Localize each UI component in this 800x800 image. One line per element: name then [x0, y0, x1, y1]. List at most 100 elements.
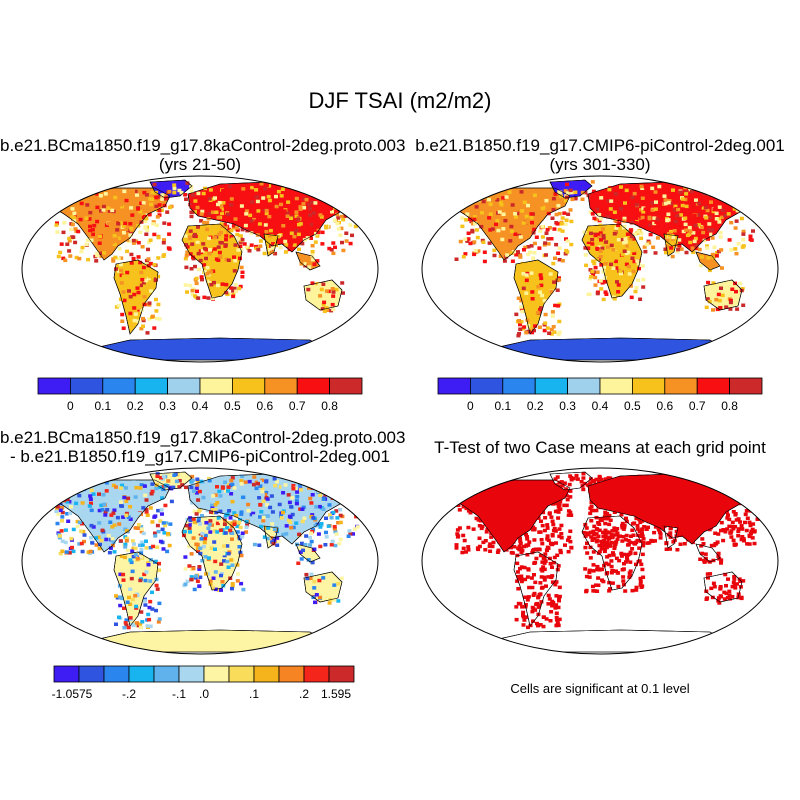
grid-cell — [603, 477, 608, 481]
grid-cell — [302, 259, 307, 264]
grid-cell — [543, 241, 548, 245]
grid-cell — [135, 303, 140, 308]
grid-cell — [601, 539, 606, 543]
grid-cell — [601, 236, 606, 240]
grid-cell — [530, 290, 535, 294]
grid-cell — [146, 612, 151, 617]
grid-cell — [594, 583, 598, 587]
grid-cell — [269, 244, 273, 248]
grid-cell — [139, 547, 144, 552]
grid-cell — [139, 283, 144, 288]
grid-cell — [309, 236, 313, 240]
coastline-north-america — [53, 187, 171, 261]
grid-cell — [336, 204, 341, 208]
grid-cell — [630, 547, 635, 551]
grid-cell — [204, 572, 209, 576]
grid-cell — [256, 209, 261, 213]
grid-cell — [588, 489, 593, 493]
grid-cell — [215, 521, 220, 526]
coastline-australia — [303, 571, 343, 603]
grid-cell — [707, 498, 712, 502]
grid-cell — [198, 522, 203, 526]
grid-cell — [617, 501, 621, 506]
grid-cell — [256, 247, 261, 252]
grid-cell — [660, 497, 665, 502]
grid-cell — [271, 536, 276, 541]
grid-cell — [653, 190, 658, 194]
grid-cell — [464, 493, 469, 497]
grid-cell — [755, 492, 760, 497]
grid-cell — [691, 192, 696, 196]
grid-cell — [489, 499, 494, 503]
grid-cell — [717, 205, 722, 209]
grid-cell — [596, 232, 601, 237]
grid-cell — [620, 189, 625, 194]
grid-cell — [130, 549, 135, 553]
grid-cell — [135, 189, 140, 194]
grid-cell — [353, 224, 358, 229]
grid-cell — [244, 530, 249, 534]
grid-cell — [260, 211, 265, 215]
grid-cell — [238, 284, 243, 289]
colorbar-swatch — [470, 377, 504, 395]
grid-cell — [546, 538, 551, 542]
grid-cell — [262, 251, 267, 256]
grid-cell — [702, 238, 707, 243]
grid-cell — [213, 235, 217, 240]
grid-cell — [274, 204, 279, 209]
grid-cell — [246, 509, 251, 513]
grid-cell — [714, 254, 719, 258]
grid-cell — [122, 606, 126, 610]
grid-cell — [218, 255, 223, 259]
grid-cell — [196, 498, 201, 502]
grid-cell — [616, 223, 621, 228]
grid-cell — [129, 560, 134, 565]
grid-cell — [548, 499, 553, 503]
grid-cell — [644, 527, 649, 531]
grid-cell — [205, 266, 210, 270]
grid-cell — [630, 256, 635, 260]
grid-cell — [94, 259, 99, 263]
grid-cell — [726, 503, 731, 507]
grid-cell — [635, 527, 640, 531]
grid-cell — [547, 331, 552, 335]
grid-cell — [658, 215, 663, 219]
grid-cell — [741, 237, 746, 242]
grid-cell — [315, 234, 320, 238]
grid-cell — [198, 575, 203, 579]
grid-cell — [718, 594, 723, 598]
grid-cell — [134, 604, 139, 609]
grid-cell — [544, 548, 549, 552]
grid-cell — [680, 499, 685, 503]
grid-cell — [152, 263, 157, 267]
grid-cell — [574, 473, 579, 478]
grid-cell — [745, 542, 750, 546]
grid-cell — [543, 321, 548, 325]
grid-cell — [238, 518, 242, 522]
grid-cell — [200, 531, 205, 536]
grid-cell — [656, 488, 661, 493]
grid-cell — [129, 227, 134, 231]
grid-cell — [723, 572, 728, 577]
colorbar-tick-label: 0.3 — [159, 399, 176, 413]
grid-cell — [629, 534, 633, 538]
grid-cell — [233, 243, 238, 247]
grid-cell — [542, 328, 547, 333]
grid-cell — [514, 527, 519, 531]
grid-cell — [481, 240, 486, 244]
grid-cell — [217, 208, 222, 213]
grid-cell — [745, 488, 750, 492]
grid-cell — [264, 526, 268, 530]
grid-cell — [609, 532, 614, 537]
coastline-south-america — [513, 551, 559, 627]
grid-cell — [80, 549, 85, 554]
grid-cell — [254, 219, 259, 223]
grid-cell — [542, 490, 546, 494]
grid-cell — [550, 519, 555, 523]
grid-cell — [541, 565, 546, 569]
grid-cell — [121, 572, 126, 577]
grid-cell — [466, 545, 471, 549]
grid-cell — [497, 540, 502, 544]
grid-cell — [705, 523, 710, 527]
grid-cell — [233, 217, 238, 221]
